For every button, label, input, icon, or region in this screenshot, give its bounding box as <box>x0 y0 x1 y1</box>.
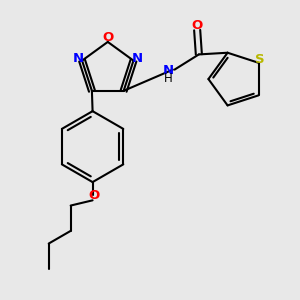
Text: N: N <box>163 64 174 77</box>
Text: O: O <box>102 31 113 44</box>
Text: H: H <box>164 72 173 85</box>
Text: S: S <box>255 53 265 66</box>
Text: O: O <box>191 19 203 32</box>
Text: N: N <box>73 52 84 65</box>
Text: O: O <box>88 189 100 202</box>
Text: N: N <box>132 52 143 65</box>
